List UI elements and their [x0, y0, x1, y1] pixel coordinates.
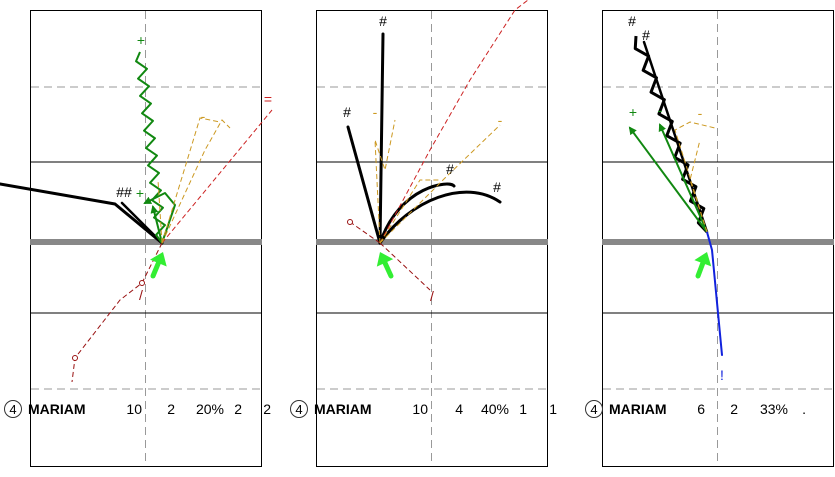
stat-name-2: MARIAM: [314, 401, 372, 417]
stat-circle-label-2: 4: [295, 402, 302, 417]
trace-p2-7: [374, 119, 396, 244]
trace-p1-0: [0, 182, 164, 245]
trace-p1-9: [157, 179, 163, 244]
stat-v1-2: 10: [412, 401, 428, 417]
big-arrow-head-2: [376, 252, 394, 267]
trace-p1-3: [143, 192, 176, 244]
trace-p1-7: [161, 119, 231, 244]
glyph-marker-p2-2: #: [446, 161, 454, 177]
panel-frame-2: [316, 10, 548, 467]
glyph-marker-p1-4: -: [201, 108, 206, 124]
trace-p2-3: [378, 190, 502, 245]
stat-name-1: MARIAM: [28, 401, 86, 417]
trace-p2-5: [379, 242, 431, 291]
stats-row-3: 4 MARIAM 6 2 33% .: [585, 400, 806, 418]
trace-p2-9: [379, 179, 440, 244]
trace-p3-0: [633, 35, 709, 234]
stats-row-2: 4 MARIAM 10 4 40% 1 1: [290, 400, 557, 418]
stats-row-1: 4 MARIAM 10 2 20% 2 2: [4, 400, 271, 418]
end-circle-p1-0: [139, 280, 145, 286]
trace-p1-5: [161, 109, 273, 244]
trace-p3-4: [706, 231, 723, 356]
glyph-marker-p3-3: -: [658, 102, 663, 118]
stat-v1-3: 6: [697, 401, 705, 417]
panel-frame-3: [602, 10, 834, 467]
trace-p1-4: [150, 205, 163, 244]
trace-p3-1: [642, 40, 709, 234]
glyph-marker-p2-6: /: [430, 288, 434, 304]
stat-v4-1: 2: [263, 401, 271, 417]
glyph-marker-p3-2: +: [629, 104, 637, 120]
trace-p3-2: [628, 126, 708, 233]
glyph-marker-p1-1: ##: [116, 184, 132, 200]
stat-circle-2: [290, 400, 308, 418]
trace-p3-3: [658, 123, 708, 233]
stat-v2-1: 2: [167, 401, 175, 417]
end-circle-p2-0: [347, 219, 353, 225]
trace-p2-1: [346, 125, 382, 245]
glyph-marker-p3-4: -: [698, 105, 703, 121]
stat-v3-1: 2: [234, 401, 242, 417]
trace-p3-5: [674, 121, 716, 233]
glyph-marker-p1-0: +: [137, 32, 145, 48]
stat-v2-2: 4: [455, 401, 463, 417]
trace-p2-6: [349, 221, 381, 244]
big-arrow-shaft-2: [382, 260, 394, 279]
stat-v2-3: 2: [730, 401, 738, 417]
stat-circle-3: [585, 400, 603, 418]
grid-layer: [30, 11, 834, 466]
stat-v1-1: 10: [126, 401, 142, 417]
trace-p2-2: [378, 182, 456, 245]
glyph-marker-p2-1: #: [343, 104, 351, 120]
big-arrow-shaft-3: [695, 260, 706, 279]
trace-p1-1: [120, 201, 164, 245]
trace-layer: [0, 0, 723, 383]
glyph-marker-p2-4: -: [373, 104, 378, 120]
stat-pct-1: 20%: [196, 401, 224, 417]
stat-v3-3: .: [802, 401, 806, 417]
panel-frame-1: [30, 10, 262, 467]
glyph-marker-p2-0: #: [379, 13, 387, 29]
stat-name-3: MARIAM: [609, 401, 667, 417]
big-arrow-head-3: [694, 252, 712, 267]
stat-pct-2: 40%: [481, 401, 509, 417]
stat-v3-2: 1: [519, 401, 527, 417]
glyph-marker-p2-3: #: [493, 179, 501, 195]
big-arrow-head-1: [150, 252, 167, 267]
trace-p2-0: [378, 32, 385, 245]
trace-p3-6: [689, 139, 708, 233]
glyph-marker-p3-1: #: [642, 27, 650, 43]
end-circle-p1-1: [72, 355, 78, 361]
trace-p1-6: [71, 242, 163, 383]
stat-circle-label-1: 4: [9, 402, 16, 417]
glyph-marker-p3-0: #: [628, 13, 636, 29]
trace-p2-4: [379, 0, 529, 244]
trace-p1-8: [161, 117, 221, 244]
glyph-marker-p1-2: +: [136, 185, 144, 201]
glyph-marker-p1-3: =: [264, 91, 272, 107]
marker-layer: +## +=-/####- -/##+ - -!: [116, 13, 724, 383]
stat-pct-3: 33%: [760, 401, 788, 417]
glyph-marker-p3-5: !: [720, 367, 724, 383]
stat-circle-label-3: 4: [590, 402, 597, 417]
glyph-marker-p1-5: /: [139, 287, 143, 303]
trace-p2-8: [379, 124, 501, 244]
glyph-marker-p2-5: -: [498, 112, 503, 128]
stat-v4-2: 1: [549, 401, 557, 417]
big-arrow-shaft-1: [150, 260, 161, 279]
stat-circle-1: [4, 400, 22, 418]
